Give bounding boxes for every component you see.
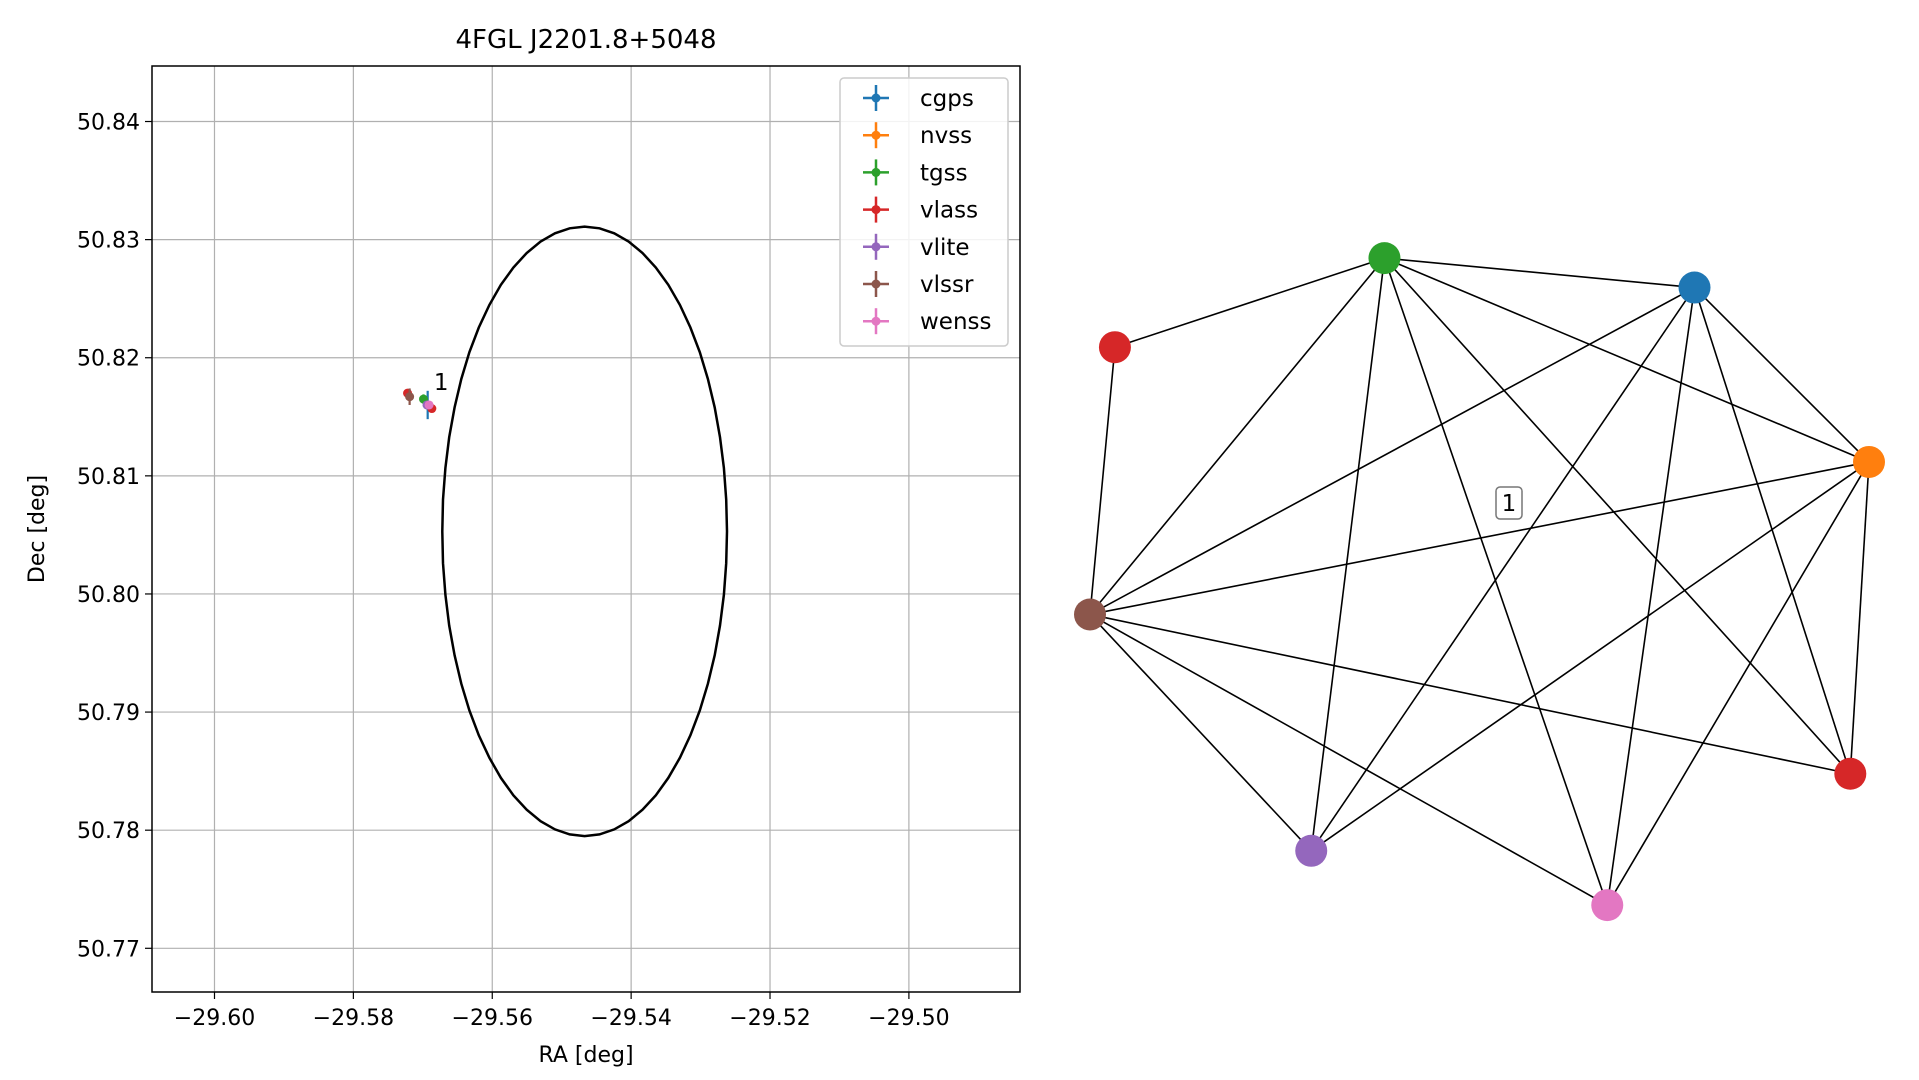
y-tick-label: 50.77 [77, 937, 140, 962]
graph-nodes [1074, 242, 1885, 922]
graph-edge [1383, 257, 1851, 775]
scatter-panel: 4FGL J2201.8+5048 1 −29.60 −29.58 −29.56 −2… [25, 25, 1021, 1068]
legend-marker [871, 242, 881, 252]
legend-label: tgss [920, 160, 968, 186]
graph-edge [1384, 257, 1870, 463]
graph-edge [1114, 257, 1385, 348]
graph-edge [1310, 258, 1386, 851]
graph-label-box [1495, 486, 1523, 520]
graph-edge [1606, 461, 1870, 906]
x-tick-label: −29.54 [590, 1006, 671, 1031]
graph-node-nvss [1853, 445, 1885, 478]
graph-edge [1089, 461, 1870, 616]
marker [405, 392, 415, 402]
legend-entry-vlite: vlite [863, 233, 970, 261]
annotations: 1 [434, 370, 449, 396]
x-tick-label: −29.50 [868, 1006, 949, 1031]
graph-edges [1089, 257, 1870, 906]
y-tick-label: 50.78 [77, 819, 140, 844]
graph-edge [1089, 286, 1695, 616]
y-tick-label: 50.82 [77, 347, 140, 372]
graph-edge [1089, 613, 1312, 852]
marker [424, 400, 434, 410]
graph-edge [1849, 461, 1870, 774]
chart-title: 4FGL J2201.8+5048 [456, 25, 717, 55]
legend-label: vlssr [920, 272, 974, 298]
graph-node-cgps [1678, 271, 1711, 304]
data-points [403, 388, 437, 420]
legend-label: cgps [920, 86, 974, 112]
legend: cgps nvss tgss vlass vlite vlssr wenss [839, 77, 1009, 347]
legend-entry-tgss: tgss [863, 159, 968, 186]
y-tick-label: 50.84 [77, 111, 140, 136]
graph-edge [1310, 287, 1696, 852]
legend-label: wenss [920, 309, 992, 335]
legend-entry-vlssr: vlssr [863, 271, 974, 298]
x-axis-ticks: −29.60 −29.58 −29.56 −29.54 −29.52 −29.50 [174, 992, 950, 1031]
network-panel: 1 [1074, 242, 1885, 922]
y-tick-label: 50.81 [77, 465, 140, 490]
data-point-vlssr [405, 388, 415, 405]
graph-edge [1089, 613, 1851, 775]
x-tick-label: −29.56 [452, 1006, 533, 1031]
legend-marker [871, 316, 881, 326]
graph-edge [1089, 347, 1116, 615]
graph-label: 1 [1495, 486, 1523, 520]
legend-entry-nvss: nvss [863, 122, 972, 149]
graph-label-text: 1 [1502, 491, 1517, 517]
legend-label: nvss [920, 123, 972, 149]
graph-edge [1310, 461, 1870, 852]
legend-box [839, 77, 1009, 347]
axes-frame [151, 65, 1021, 993]
x-tick-label: −29.58 [313, 1006, 394, 1031]
legend-entry-cgps: cgps [863, 85, 974, 112]
data-point-wenss [424, 400, 434, 410]
error-ellipse [441, 225, 729, 838]
x-tick-label: −29.52 [729, 1006, 810, 1031]
legend-marker [871, 205, 881, 215]
legend-marker [871, 130, 881, 140]
y-tick-label: 50.80 [77, 583, 140, 608]
legend-entry-wenss: wenss [863, 308, 992, 335]
graph-node-vlass_b [1834, 757, 1867, 790]
graph-edge [1384, 257, 1695, 289]
y-tick-label: 50.83 [77, 229, 140, 254]
y-tick-label: 50.79 [77, 701, 140, 726]
localization-ellipse [441, 225, 729, 838]
graph-edge [1606, 287, 1696, 906]
graph-edge [1383, 257, 1609, 906]
graph-node-vlssr [1074, 598, 1106, 631]
legend-marker [871, 279, 881, 289]
legend-label: vlite [920, 235, 970, 261]
graph-node-vlite [1295, 834, 1328, 867]
x-axis-label: RA [deg] [538, 1043, 633, 1068]
graph-node-wenss [1591, 889, 1624, 922]
y-axis-ticks: 50.77 50.78 50.79 50.80 50.81 50.82 50.83 50.84 [77, 111, 152, 962]
x-tick-label: −29.60 [174, 1006, 255, 1031]
y-axis-label: Dec [deg] [25, 475, 50, 583]
legend-marker [871, 167, 881, 177]
legend-entry-vlass: vlass [863, 196, 978, 224]
graph-edge [1693, 286, 1870, 463]
legend-entries: cgps nvss tgss vlass vlite vlssr wenss [863, 85, 992, 335]
graph-node-vlass_a [1098, 331, 1131, 364]
annotation-label: 1 [434, 370, 449, 396]
legend-marker [871, 93, 881, 103]
legend-label: vlass [920, 198, 978, 224]
graph-edge [1089, 257, 1386, 615]
graph-edge [1693, 287, 1852, 775]
graph-node-tgss [1368, 242, 1401, 275]
graph-edge [1089, 613, 1608, 906]
